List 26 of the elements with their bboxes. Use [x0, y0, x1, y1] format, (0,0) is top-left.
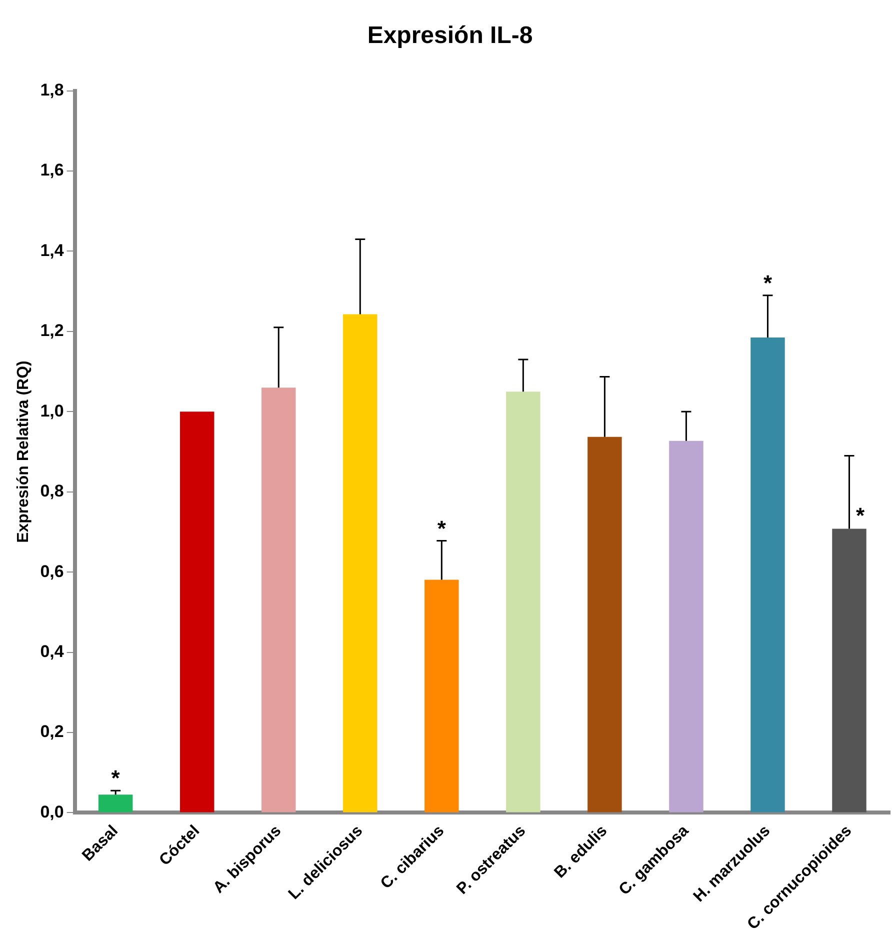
y-tick-label: 0,2: [40, 722, 64, 742]
chart-title: Expresión IL-8: [367, 22, 533, 50]
y-tick-label: 0,0: [40, 802, 64, 822]
y-tick-label: 0,4: [40, 642, 64, 661]
bar: [424, 580, 459, 812]
bar: [98, 794, 133, 812]
y-tick-label: 1,0: [40, 401, 64, 420]
y-tick-label: 0,8: [40, 482, 64, 501]
y-tick-label: 1,6: [40, 160, 64, 180]
bar: [262, 388, 296, 812]
y-tick-label: 1,2: [40, 321, 64, 340]
bar: [506, 392, 540, 812]
y-tick-label: 0,6: [40, 562, 64, 581]
y-tick-label: 1,8: [40, 80, 64, 100]
bar: [180, 412, 214, 812]
data-label: *: [763, 270, 772, 296]
y-tick-label: 1,4: [40, 240, 64, 260]
bar: [343, 314, 378, 812]
bar: [669, 440, 704, 812]
data-label: *: [437, 516, 446, 541]
y-axis-title: Expresión Relativa (RQ): [15, 360, 32, 543]
data-label: *: [111, 766, 120, 791]
bar: [832, 528, 866, 812]
bar: [588, 436, 622, 812]
data-label: *: [856, 502, 865, 528]
bar: [750, 337, 785, 812]
